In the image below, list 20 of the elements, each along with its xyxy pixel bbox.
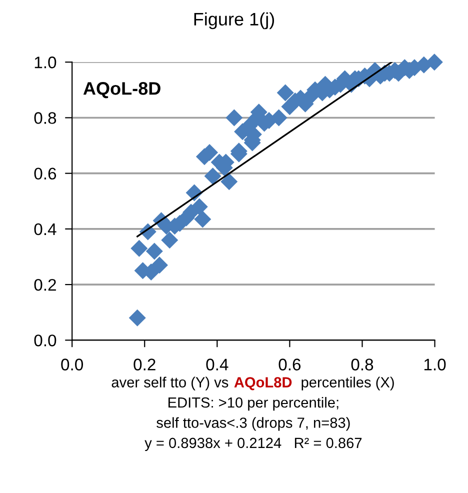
text: EDITS: >10 per percentile; xyxy=(168,396,338,411)
chart-title: Figure 1(j) xyxy=(194,12,274,30)
y-tick-label: 0.8 xyxy=(34,112,56,124)
x-tick-label: 0.8 xyxy=(351,358,374,370)
text: aver self tto (Y) vs xyxy=(112,376,228,390)
x-tick-label: 0.6 xyxy=(278,358,301,370)
y-tick-label: 0.0 xyxy=(34,334,56,346)
x-tick-label: 0.2 xyxy=(134,358,156,370)
y-tick-label: 0.4 xyxy=(34,223,56,236)
y-tick-label: 1.0 xyxy=(34,56,56,68)
annotation: AQoL-8D xyxy=(83,82,160,98)
text: self tto-vas<.3 (drops 7, n=83) xyxy=(156,417,350,431)
x-tick-label: 0.4 xyxy=(206,358,228,370)
text: y = 0.8938x + 0.2124 R² = 0.867 xyxy=(144,438,362,451)
text: percentiles (X) xyxy=(302,376,394,390)
y-tick-label: 0.6 xyxy=(34,168,56,180)
x-tick-label: 0.0 xyxy=(61,358,84,370)
x-tick-label: 1.0 xyxy=(424,358,446,370)
y-tick-label: 0.2 xyxy=(34,278,56,291)
text: AQoL8D xyxy=(234,377,292,390)
